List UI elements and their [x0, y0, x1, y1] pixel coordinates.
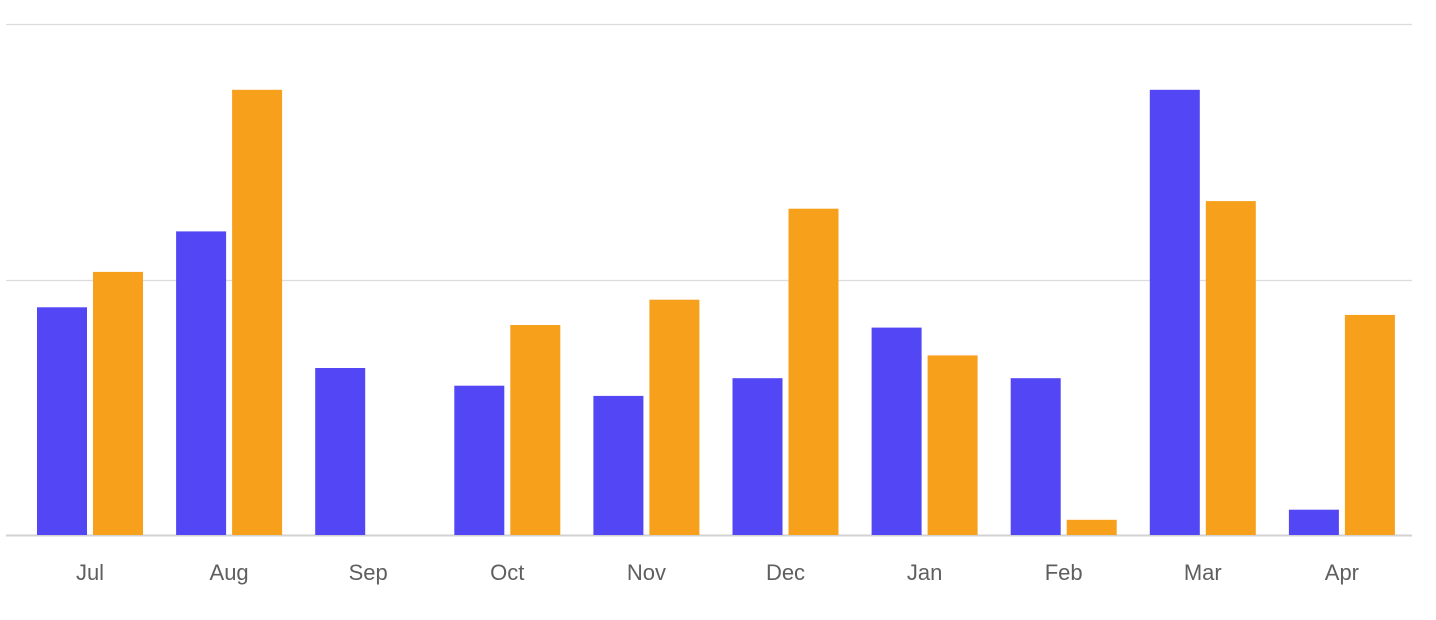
- bar-nov-series-2[interactable]: [649, 299, 700, 535]
- bar-aug-series-1[interactable]: [176, 231, 227, 535]
- bar-mar-series-1[interactable]: [1149, 89, 1200, 536]
- bar-jan-series-1[interactable]: [871, 327, 922, 535]
- bar-oct-series-1[interactable]: [454, 385, 505, 535]
- x-tick-label-dec: Dec: [766, 560, 805, 585]
- bar-feb-series-2[interactable]: [1066, 519, 1117, 535]
- bar-nov-series-1[interactable]: [593, 395, 644, 535]
- bar-dec-series-1[interactable]: [732, 378, 783, 535]
- x-tick-label-jan: Jan: [907, 560, 942, 585]
- x-tick-label-oct: Oct: [490, 560, 524, 585]
- x-tick-label-mar: Mar: [1184, 560, 1222, 585]
- x-tick-label-jul: Jul: [76, 560, 104, 585]
- bar-feb-series-1[interactable]: [1010, 378, 1061, 535]
- x-tick-label-aug: Aug: [210, 560, 249, 585]
- bar-mar-series-2[interactable]: [1205, 201, 1256, 535]
- bar-aug-series-2[interactable]: [232, 89, 283, 536]
- bar-oct-series-2[interactable]: [510, 325, 561, 535]
- bar-jul-series-1[interactable]: [37, 307, 87, 535]
- x-axis-labels: Jul Aug Sep Oct Nov Dec Jan Feb Mar Apr: [76, 560, 1359, 585]
- x-tick-label-feb: Feb: [1045, 560, 1083, 585]
- x-tick-label-apr: Apr: [1325, 560, 1359, 585]
- bar-layer: [37, 89, 1395, 536]
- bar-jul-series-2[interactable]: [93, 271, 143, 535]
- bar-sep-series-1[interactable]: [315, 368, 366, 535]
- x-tick-label-sep: Sep: [349, 560, 388, 585]
- bar-apr-series-2[interactable]: [1344, 314, 1395, 535]
- bar-apr-series-1[interactable]: [1288, 509, 1339, 535]
- bar-dec-series-2[interactable]: [788, 208, 839, 535]
- x-tick-label-nov: Nov: [627, 560, 666, 585]
- bar-jan-series-2[interactable]: [927, 355, 978, 535]
